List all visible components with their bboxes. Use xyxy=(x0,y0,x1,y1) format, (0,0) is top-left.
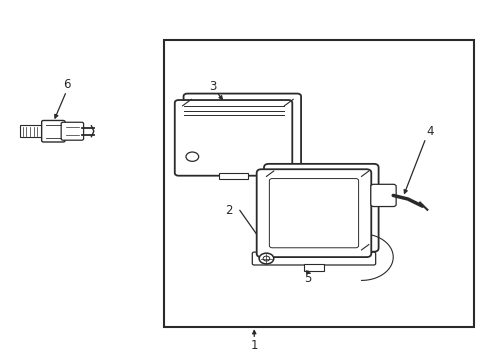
FancyBboxPatch shape xyxy=(256,169,370,257)
FancyBboxPatch shape xyxy=(61,122,83,140)
FancyBboxPatch shape xyxy=(264,164,378,252)
Circle shape xyxy=(185,152,198,161)
FancyBboxPatch shape xyxy=(41,121,65,142)
FancyBboxPatch shape xyxy=(370,184,395,207)
Bar xyxy=(219,173,247,179)
Bar xyxy=(20,126,43,137)
FancyBboxPatch shape xyxy=(269,179,358,248)
Circle shape xyxy=(259,253,273,264)
Text: 6: 6 xyxy=(62,78,70,91)
Bar xyxy=(163,40,473,327)
Circle shape xyxy=(263,256,269,261)
Text: 2: 2 xyxy=(224,204,232,217)
FancyBboxPatch shape xyxy=(252,252,375,265)
FancyBboxPatch shape xyxy=(183,94,301,169)
Text: 5: 5 xyxy=(304,272,311,285)
Text: 4: 4 xyxy=(425,125,433,138)
Bar xyxy=(304,264,323,271)
Text: 1: 1 xyxy=(250,339,258,352)
FancyBboxPatch shape xyxy=(174,100,292,176)
Text: 3: 3 xyxy=(209,80,216,93)
